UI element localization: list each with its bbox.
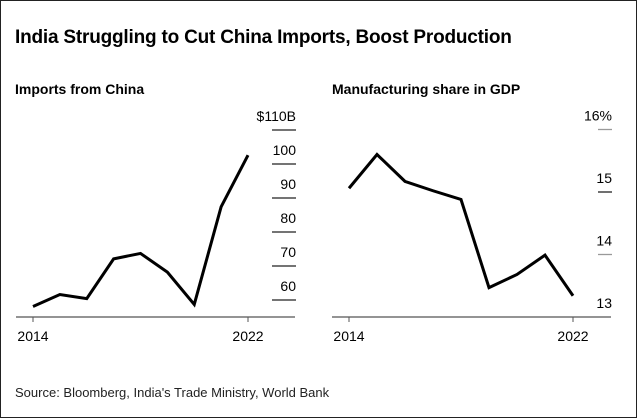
left-y-tick-label: 90: [280, 176, 296, 192]
right-x-tick-label: 2022: [557, 328, 588, 344]
right-y-tick-label: 15: [596, 170, 612, 186]
right-chart-title: Manufacturing share in GDP: [332, 81, 521, 97]
left-y-tick-label: 70: [280, 244, 296, 260]
right-y-tick-label: 14: [596, 233, 612, 249]
right-y-tick-label: 16%: [584, 108, 612, 124]
left-series-line: [32, 154, 250, 308]
left-y-tick-label: $110B: [257, 108, 296, 124]
left-x-tick-label: 2014: [17, 328, 48, 344]
left-y-tick-label: 80: [280, 210, 296, 226]
right-series-line: [347, 152, 575, 297]
left-x-tick-label: 2022: [232, 328, 263, 344]
left-chart-title: Imports from China: [15, 81, 145, 97]
left-y-tick-label: 100: [273, 142, 297, 158]
left-y-tick-label: 60: [280, 278, 296, 294]
right-x-tick-label: 2014: [333, 328, 364, 344]
figure-title: India Struggling to Cut China Imports, B…: [15, 27, 512, 48]
right-y-tick-label: 13: [596, 295, 612, 311]
source-note: Source: Bloomberg, India's Trade Ministr…: [15, 385, 330, 400]
